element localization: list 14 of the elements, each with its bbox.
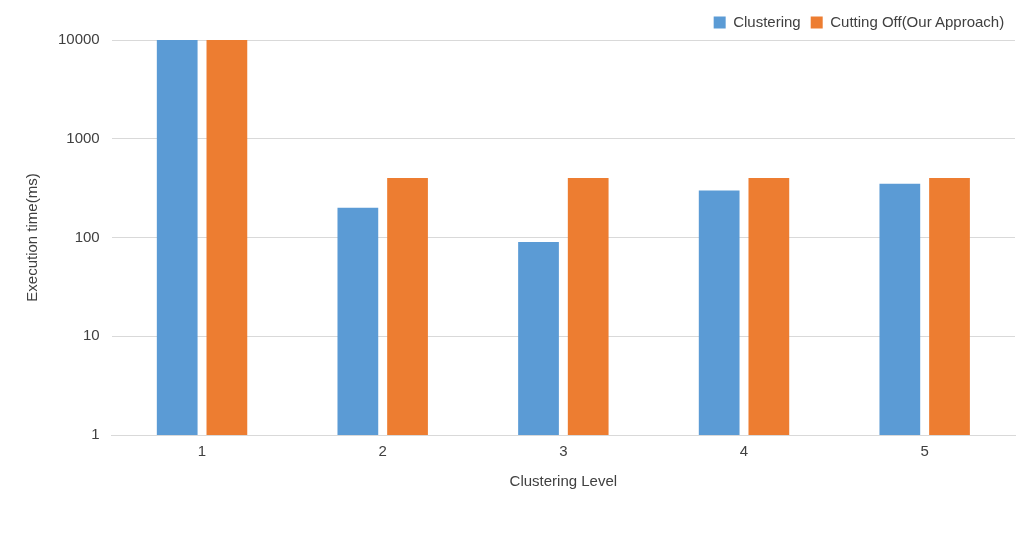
y-tick-label: 1000	[66, 128, 100, 146]
y-axis-title: Execution time(ms)	[23, 173, 41, 302]
y-tick-label: 10000	[57, 30, 100, 48]
y-tick-label: 1	[91, 425, 100, 443]
x-tick-label: 2	[378, 442, 387, 460]
x-tick-label: 3	[559, 442, 568, 460]
legend-label: Cutting Off(Our Approach)	[830, 12, 1005, 30]
x-tick-label: 5	[920, 442, 929, 460]
x-tick-label: 1	[197, 442, 207, 460]
legend-label: Clustering	[733, 12, 801, 30]
y-tick-label: 100	[74, 227, 100, 245]
x-axis-title: Clustering Level	[509, 472, 618, 490]
y-tick-label: 10	[83, 326, 100, 344]
x-tick-label: 4	[739, 442, 749, 460]
